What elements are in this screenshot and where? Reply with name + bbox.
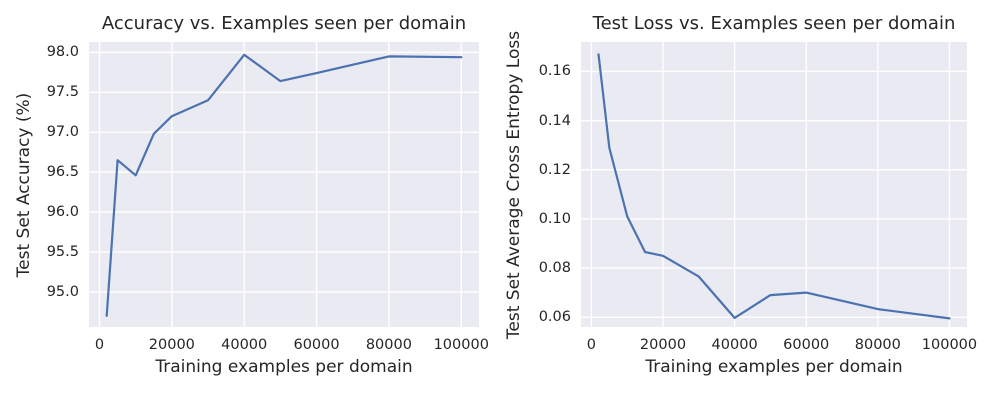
plot-svg	[581, 42, 967, 327]
y-tick-label: 98.0	[46, 44, 79, 61]
x-tick-label: 40000	[711, 337, 758, 353]
plot-area	[581, 42, 967, 327]
data-line	[105, 53, 463, 317]
x-axis-label: Training examples per domain	[155, 357, 413, 377]
y-tick-label: 97.0	[46, 124, 79, 141]
x-tick-label: 60000	[293, 337, 340, 353]
y-tick-label: 0.14	[538, 112, 571, 129]
x-tick-label: 20000	[148, 337, 195, 353]
x-tick-label: 0	[586, 337, 596, 353]
x-tick-label: 100000	[433, 337, 489, 353]
x-tick-label: 80000	[365, 337, 412, 353]
x-tick-label: 80000	[854, 337, 901, 353]
y-tick-label: 0.08	[538, 260, 571, 277]
y-tick-label: 96.5	[46, 164, 79, 181]
y-tick-label: 0.06	[538, 309, 571, 326]
y-tick-label: 95.0	[46, 283, 79, 300]
gridlines	[581, 42, 967, 327]
y-tick-label: 0.10	[538, 210, 571, 227]
data-line	[597, 53, 951, 320]
y-tick-label: 0.16	[538, 63, 571, 80]
chart-title: Test Loss vs. Examples seen per domain	[592, 13, 956, 34]
plot-svg	[89, 42, 479, 327]
y-tick-label: 96.0	[46, 204, 79, 221]
x-axis-label: Training examples per domain	[645, 357, 903, 377]
x-tick-label: 100000	[921, 337, 978, 353]
chart-title: Accuracy vs. Examples seen per domain	[101, 13, 467, 34]
x-tick-label: 40000	[221, 337, 268, 353]
y-tick-label: 0.12	[538, 161, 571, 178]
x-tick-label: 0	[94, 337, 105, 353]
y-tick-label: 97.5	[46, 84, 79, 101]
x-tick-label: 20000	[639, 337, 687, 353]
y-tick-label: 95.5	[46, 243, 79, 260]
gridlines	[89, 42, 479, 327]
plot-area	[89, 42, 479, 327]
x-tick-label: 60000	[783, 337, 830, 353]
